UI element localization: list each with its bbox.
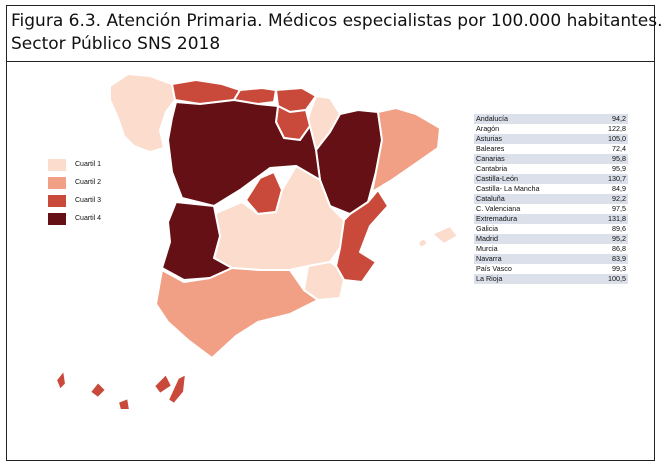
table-row: Madrid 95,2 [474, 234, 628, 244]
table-value-cell: 89,6 [572, 224, 628, 234]
table-region-cell: Canarias [474, 154, 572, 164]
region-canarias [153, 373, 173, 395]
legend-label: Cuartil 2 [75, 179, 102, 186]
region-murcia [303, 261, 345, 301]
legend-label: Cuartil 3 [75, 197, 102, 204]
table-value-cell: 97,5 [572, 204, 628, 214]
region-galicia [109, 73, 176, 153]
table-region-cell: Galicia [474, 224, 572, 234]
legend-label: Cuartil 4 [75, 215, 102, 222]
table-row: Galicia 89,6 [474, 224, 628, 234]
table-value-cell: 95,8 [572, 154, 628, 164]
table-value-cell: 131,8 [572, 214, 628, 224]
table-row: Castilla-León 130,7 [474, 174, 628, 184]
table-value-cell: 83,9 [572, 254, 628, 264]
legend-swatch [48, 159, 66, 171]
table-row: Andalucía 94,2 [474, 114, 628, 124]
table-region-cell: Baleares [474, 144, 572, 154]
table-region-cell: C. Valenciana [474, 204, 572, 214]
region-c-valenciana [335, 189, 389, 283]
region-canarias [117, 397, 131, 411]
region-canarias [55, 369, 67, 391]
table-region-cell: Cataluña [474, 194, 572, 204]
table-row: La Rioja 100,5 [474, 274, 628, 284]
table-value-cell: 100,5 [572, 274, 628, 284]
table-row: Aragón 122,8 [474, 124, 628, 134]
table-value-cell: 95,2 [572, 234, 628, 244]
region-canarias [167, 373, 187, 405]
table-region-cell: Asturias [474, 134, 572, 144]
figure-title: Figura 6.3. Atención Primaria. Médicos e… [11, 10, 663, 56]
title-line-2: Sector Público SNS 2018 [11, 34, 221, 54]
table-row: Extremadura 131,8 [474, 214, 628, 224]
table-row: País Vasco 99,3 [474, 264, 628, 274]
table-region-cell: Castilla-León [474, 174, 572, 184]
table-region-cell: Extremadura [474, 214, 572, 224]
table-region-cell: País Vasco [474, 264, 572, 274]
table-row: Cantabria 95,9 [474, 164, 628, 174]
table-row: C. Valenciana 97,5 [474, 204, 628, 214]
table-region-cell: Castilla- La Mancha [474, 184, 572, 194]
legend-swatch [48, 177, 66, 189]
table-value-cell: 84,9 [572, 184, 628, 194]
table-region-cell: Aragón [474, 124, 572, 134]
table-value-cell: 130,7 [572, 174, 628, 184]
title-line-1: Figura 6.3. Atención Primaria. Médicos e… [11, 11, 663, 31]
values-table: Andalucía 94,2 Aragón 122,8 Asturias 105,0 Bal… [474, 114, 628, 284]
legend-swatch [48, 195, 66, 207]
table-region-cell: Andalucía [474, 114, 572, 124]
table-value-cell: 72,4 [572, 144, 628, 154]
table-value-cell: 95,9 [572, 164, 628, 174]
table-region-cell: Navarra [474, 254, 572, 264]
title-divider [7, 61, 654, 62]
region-cataluna [371, 107, 441, 193]
table-value-cell: 105,0 [572, 134, 628, 144]
region-castilla-leon [167, 99, 321, 207]
table-value-cell: 94,2 [572, 114, 628, 124]
table-region-cell: La Rioja [474, 274, 572, 284]
table-region-cell: Madrid [474, 234, 572, 244]
table-region-cell: Cantabria [474, 164, 572, 174]
table-row: Cataluña 92,2 [474, 194, 628, 204]
table-row: Asturias 105,0 [474, 134, 628, 144]
table-region-cell: Murcia [474, 244, 572, 254]
region-baleares [431, 225, 459, 245]
table-row: Baleares 72,4 [474, 144, 628, 154]
table-row: Castilla- La Mancha 84,9 [474, 184, 628, 194]
region-baleares [417, 237, 429, 249]
table-row: Canarias 95,8 [474, 154, 628, 164]
table-value-cell: 99,3 [572, 264, 628, 274]
table-row: Navarra 83,9 [474, 254, 628, 264]
figure-frame: Figura 6.3. Atención Primaria. Médicos e… [6, 5, 663, 461]
table-row: Murcia 86,8 [474, 244, 628, 254]
legend-label: Cuartil 1 [75, 161, 102, 168]
table-value-cell: 86,8 [572, 244, 628, 254]
table-value-cell: 92,2 [572, 194, 628, 204]
region-andalucia [155, 267, 319, 359]
legend-swatch [48, 213, 66, 225]
table-value-cell: 122,8 [572, 124, 628, 134]
region-canarias [89, 381, 107, 399]
